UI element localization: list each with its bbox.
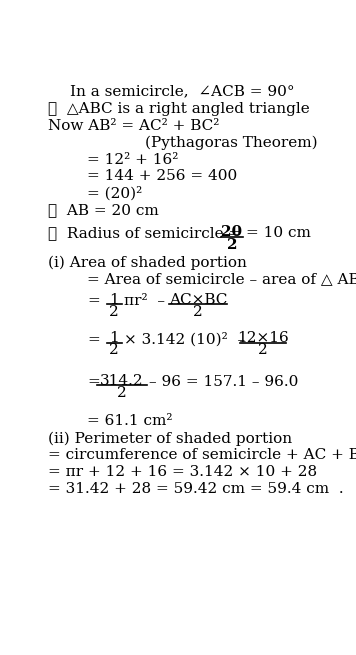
Text: = circumference of semicircle + AC + BC: = circumference of semicircle + AC + BC <box>48 448 356 462</box>
Text: = 61.1 cm²: = 61.1 cm² <box>87 413 173 428</box>
Text: =: = <box>87 333 100 346</box>
Text: (i) Area of shaded portion: (i) Area of shaded portion <box>48 255 246 270</box>
Text: (ii) Perimeter of shaded portion: (ii) Perimeter of shaded portion <box>48 431 292 445</box>
Text: = Area of semicircle – area of △ ABC: = Area of semicircle – area of △ ABC <box>87 272 356 287</box>
Text: = 31.42 + 28 = 59.42 cm = 59.4 cm  .: = 31.42 + 28 = 59.42 cm = 59.4 cm . <box>48 482 343 496</box>
Text: 1: 1 <box>109 331 119 345</box>
Text: =: = <box>87 375 100 389</box>
Text: Now AB² = AC² + BC²: Now AB² = AC² + BC² <box>48 119 219 133</box>
Text: 2: 2 <box>117 386 127 400</box>
Text: 12×16: 12×16 <box>237 331 289 345</box>
Text: 2: 2 <box>109 343 119 358</box>
Text: In a semicircle,  ∠ACB = 90°: In a semicircle, ∠ACB = 90° <box>70 84 295 99</box>
Text: = (20)²: = (20)² <box>87 187 142 200</box>
Text: – 96 = 157.1 – 96.0: – 96 = 157.1 – 96.0 <box>149 375 298 389</box>
Text: = 10 cm: = 10 cm <box>246 227 311 240</box>
Text: 314.2: 314.2 <box>100 373 144 388</box>
Text: 2: 2 <box>109 305 119 319</box>
Text: = 144 + 256 = 400: = 144 + 256 = 400 <box>87 170 237 183</box>
Text: ∴  Radius of semicircle =: ∴ Radius of semicircle = <box>48 227 241 240</box>
Text: 1: 1 <box>109 293 119 307</box>
Text: =: = <box>87 294 100 309</box>
Text: 2: 2 <box>193 305 203 319</box>
Text: × 3.142 (10)²  –: × 3.142 (10)² – <box>124 333 245 347</box>
Text: πr²  –: πr² – <box>124 294 165 309</box>
Text: ∴  AB = 20 cm: ∴ AB = 20 cm <box>48 203 158 217</box>
Text: = 12² + 16²: = 12² + 16² <box>87 153 178 166</box>
Text: 20: 20 <box>221 225 242 239</box>
Text: = πr + 12 + 16 = 3.142 × 10 + 28: = πr + 12 + 16 = 3.142 × 10 + 28 <box>48 465 317 479</box>
Text: AC×BC: AC×BC <box>169 293 227 307</box>
Text: 2: 2 <box>227 238 237 252</box>
Text: 2: 2 <box>258 343 268 358</box>
Text: (Pythagoras Theorem): (Pythagoras Theorem) <box>145 136 317 150</box>
Text: ∴  △ABC is a right angled triangle: ∴ △ABC is a right angled triangle <box>48 102 309 116</box>
